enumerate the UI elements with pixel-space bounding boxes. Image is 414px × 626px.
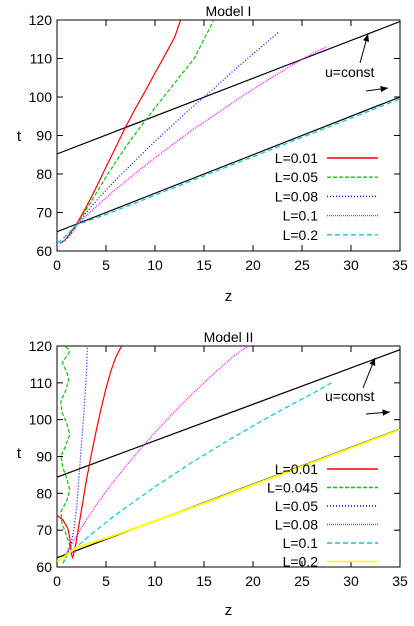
y-tick-label: 120 xyxy=(29,338,53,354)
x-tick-label: 25 xyxy=(294,257,310,273)
series-line-l-0-05 xyxy=(59,20,215,244)
x-tick-label: 5 xyxy=(102,573,110,589)
x-tick-label: 5 xyxy=(102,257,110,273)
legend-label: L=0.01 xyxy=(275,150,318,166)
series-line-l-0-2 xyxy=(57,98,400,244)
x-tick-label: 30 xyxy=(343,257,359,273)
legend-label: L=0.08 xyxy=(275,517,318,533)
u-const-line-1 xyxy=(57,349,400,478)
plot-frame xyxy=(56,19,401,252)
x-tick-label: 10 xyxy=(147,257,163,273)
chart-panel-2: Model II 0 5 10 15 20 25 30 35 60 70 80 90 100 110 120 z… xyxy=(17,329,408,619)
annotation-u-const: u=const xyxy=(325,388,375,404)
annotation-arrowhead xyxy=(380,85,388,93)
series-line-l-0-01 xyxy=(59,20,182,244)
x-tick-label: 15 xyxy=(196,573,212,589)
legend-label: L=0.2 xyxy=(283,554,319,570)
x-tick-label: 0 xyxy=(53,573,61,589)
y-tick-label: 90 xyxy=(36,449,52,465)
y-tick-label: 80 xyxy=(36,166,52,182)
legend-label: L=0.08 xyxy=(275,188,318,204)
annotation-arrowhead xyxy=(382,409,390,416)
legend-label: L=0.01 xyxy=(275,461,318,477)
y-tick-label: 60 xyxy=(36,243,52,259)
y-tick-label: 100 xyxy=(29,89,53,105)
x-tick-label: 35 xyxy=(392,573,408,589)
series-line-l-0-08 xyxy=(59,346,249,561)
annotation-arrowhead xyxy=(369,358,376,366)
series-line-l-0-01 xyxy=(57,346,123,560)
series-line-l-0-045 xyxy=(60,346,71,564)
legend-label: L=0.2 xyxy=(283,227,319,243)
chart-title: Model I xyxy=(206,3,252,19)
series-line-l-0-1 xyxy=(59,382,332,561)
chart-title: Model II xyxy=(204,329,254,345)
x-tick-label: 0 xyxy=(53,257,61,273)
y-tick-label: 70 xyxy=(36,205,52,221)
y-tick-label: 110 xyxy=(30,375,53,391)
legend-label: L=0.1 xyxy=(283,535,319,551)
legend-label: L=0.045 xyxy=(267,480,318,496)
annotation-u-const: u=const xyxy=(325,64,375,80)
x-axis-label: z xyxy=(225,602,233,619)
x-tick-label: 10 xyxy=(147,573,163,589)
chart-panel-1: Model I 0 5 10 15 20 25 30 35 60 70 80 90 100 110 120 z t… xyxy=(17,3,408,305)
u-const-line-1 xyxy=(57,20,400,155)
x-tick-label: 20 xyxy=(245,573,261,589)
x-tick-label: 20 xyxy=(245,257,261,273)
u-const-line-2 xyxy=(57,96,400,233)
y-tick-label: 60 xyxy=(36,559,52,575)
y-tick-label: 120 xyxy=(29,12,53,28)
series-line-l-0-08 xyxy=(59,31,279,244)
y-tick-label: 100 xyxy=(29,412,53,428)
y-tick-label: 70 xyxy=(36,522,52,538)
x-tick-label: 35 xyxy=(392,257,408,273)
legend-label: L=0.1 xyxy=(283,208,319,224)
series-line-l-0-05 xyxy=(59,346,88,561)
y-tick-label: 110 xyxy=(30,51,53,67)
legend-label: L=0.05 xyxy=(275,498,318,514)
annotation-arrowhead xyxy=(363,34,370,42)
y-tick-label: 80 xyxy=(36,485,52,501)
y-axis-label: t xyxy=(17,128,22,145)
y-axis-label: t xyxy=(17,445,22,462)
x-tick-label: 25 xyxy=(294,573,310,589)
y-tick-label: 90 xyxy=(36,128,52,144)
x-tick-label: 30 xyxy=(343,573,359,589)
series-line-l-0-1 xyxy=(59,46,327,244)
x-tick-label: 15 xyxy=(196,257,212,273)
series-line-l-0-2 xyxy=(57,428,400,563)
legend-label: L=0.05 xyxy=(275,169,318,185)
x-axis-label: z xyxy=(225,288,233,305)
